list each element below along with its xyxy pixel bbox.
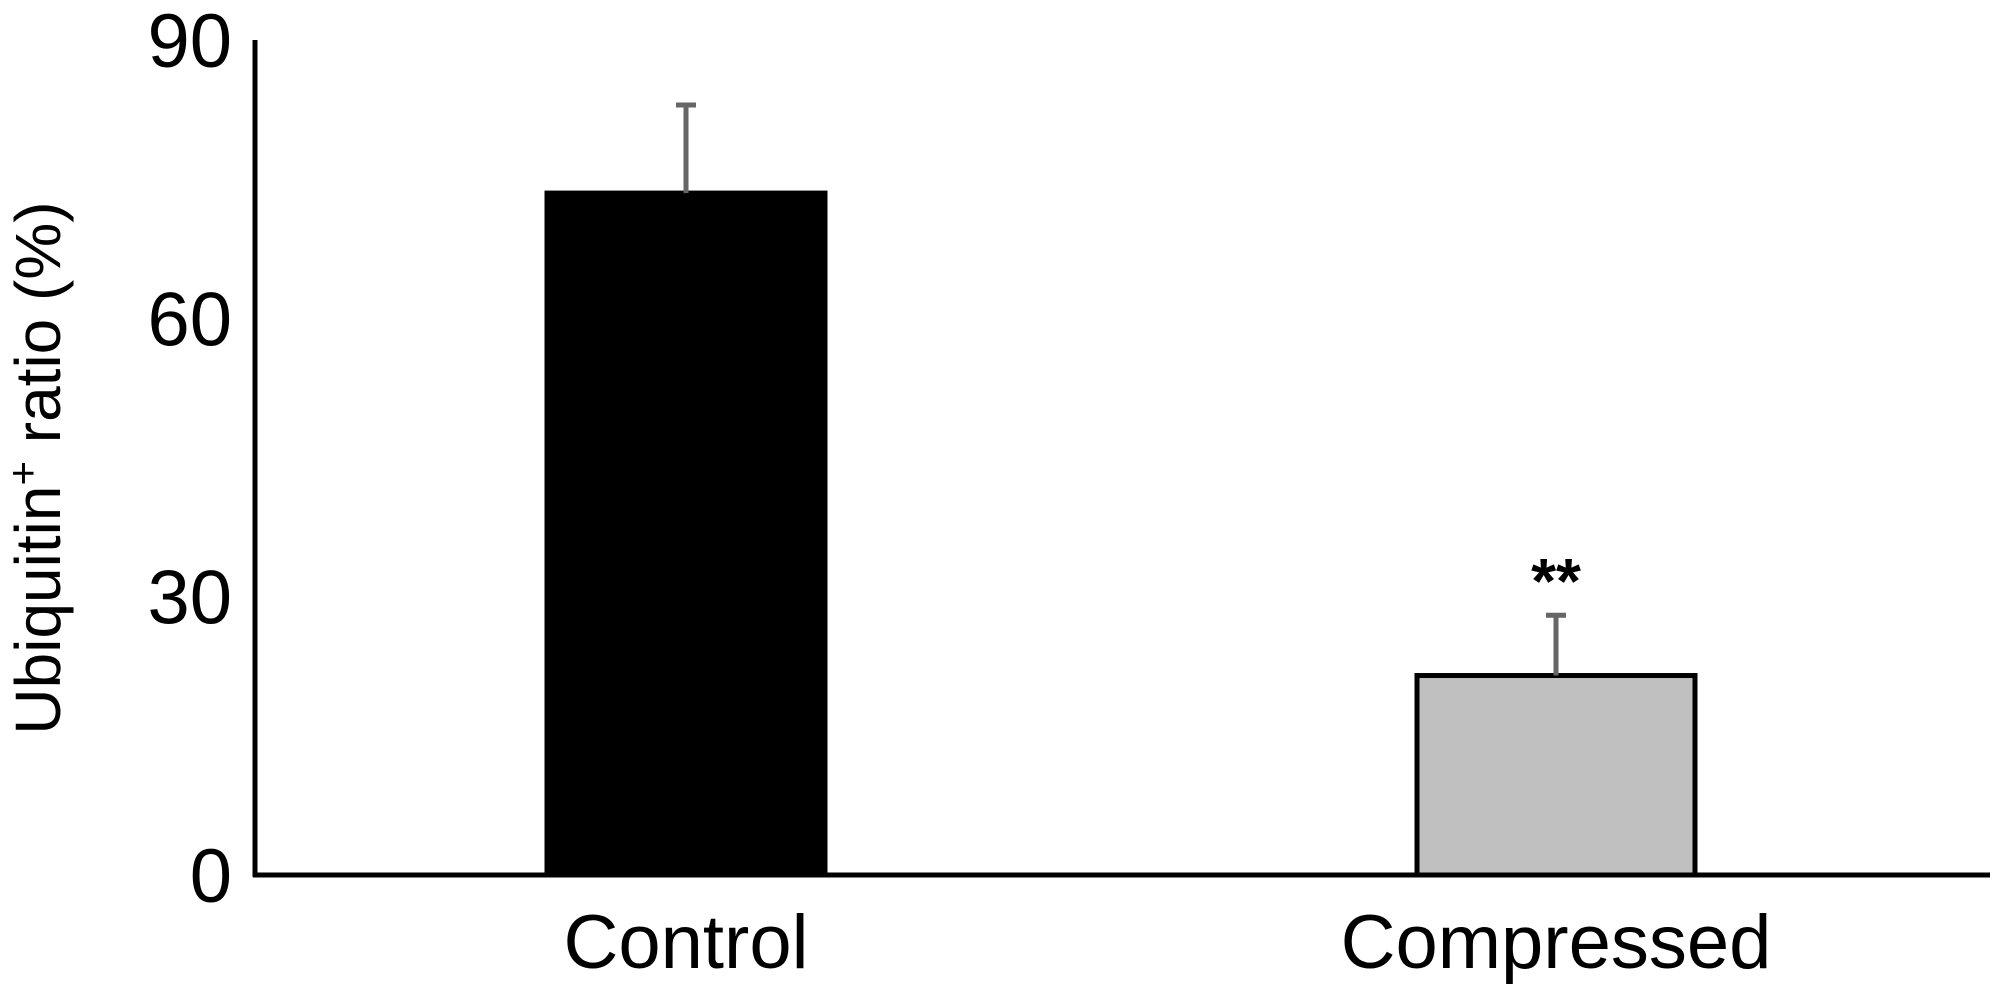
- error-bar-control: [676, 102, 696, 194]
- y-tick-label: 30: [147, 556, 232, 641]
- significance-annotations: **: [1531, 545, 1581, 617]
- y-axis-label-tail: ratio (%): [2, 201, 74, 461]
- bar-compressed: [1414, 673, 1698, 878]
- x-category-label: Control: [564, 900, 809, 985]
- y-axis-label: Ubiquitin+ ratio (%): [0, 201, 74, 734]
- error-bars: [676, 102, 1566, 676]
- bar-control: [544, 190, 828, 878]
- y-axis-label-main: Ubiquitin: [2, 486, 74, 735]
- error-bar-compressed: [1546, 612, 1566, 676]
- y-tick-label: 60: [147, 277, 232, 362]
- y-axis-label-superscript: +: [0, 461, 46, 486]
- y-axis-ticks: 0 30 60 90: [147, 0, 232, 919]
- x-category-label: Compressed: [1341, 900, 1772, 985]
- bars: [544, 190, 1698, 878]
- y-tick-label: 0: [190, 834, 232, 919]
- y-tick-label: 90: [147, 0, 232, 84]
- significance-mark: **: [1531, 545, 1581, 617]
- x-axis-category-labels: Control Compressed: [564, 900, 1772, 985]
